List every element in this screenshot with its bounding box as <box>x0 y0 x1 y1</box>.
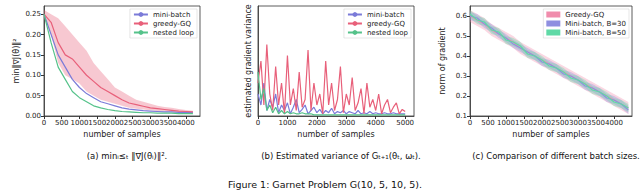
svg-text:mini-batch: mini-batch <box>153 11 190 19</box>
svg-text:2000: 2000 <box>106 119 124 127</box>
svg-text:0.6: 0.6 <box>456 12 468 20</box>
svg-text:Mini-batch, B=50: Mini-batch, B=50 <box>565 29 626 37</box>
svg-text:500: 500 <box>481 119 494 127</box>
svg-text:norm of gradient: norm of gradient <box>438 27 447 94</box>
svg-text:1500: 1500 <box>88 119 106 127</box>
svg-text:0.20: 0.20 <box>25 31 41 39</box>
svg-text:4000: 4000 <box>367 119 385 127</box>
svg-text:(c) Comparison of different ba: (c) Comparison of different batch sizes. <box>472 151 640 161</box>
svg-text:2500: 2500 <box>124 119 142 127</box>
svg-text:2500: 2500 <box>551 119 569 127</box>
svg-text:0: 0 <box>42 119 46 127</box>
svg-text:0: 0 <box>256 119 260 127</box>
svg-text:3000: 3000 <box>569 119 587 127</box>
svg-text:0.00: 0.00 <box>25 112 41 120</box>
svg-text:mini-batch: mini-batch <box>367 11 404 19</box>
svg-text:1500: 1500 <box>515 119 533 127</box>
svg-text:(a) minᵢ≤ₜ ‖∇J(θᵢ)‖².: (a) minᵢ≤ₜ ‖∇J(θᵢ)‖². <box>87 151 168 161</box>
svg-text:number of samples: number of samples <box>83 130 160 139</box>
svg-text:4000: 4000 <box>605 119 623 127</box>
svg-text:3500: 3500 <box>587 119 605 127</box>
svg-text:3000: 3000 <box>337 119 355 127</box>
svg-text:1000: 1000 <box>71 119 89 127</box>
svg-text:3500: 3500 <box>159 119 177 127</box>
svg-text:0.2: 0.2 <box>456 92 467 100</box>
svg-text:(b) Estimated variance of Gₜ₊₁: (b) Estimated variance of Gₜ₊₁(θₜ, ωₜ). <box>261 151 421 161</box>
svg-text:0: 0 <box>468 119 472 127</box>
svg-text:min‖∇J(θ)‖²: min‖∇J(θ)‖² <box>12 38 21 83</box>
svg-text:2000: 2000 <box>308 119 326 127</box>
svg-text:Figure 1: Garnet Problem G(10,: Figure 1: Garnet Problem G(10, 5, 10, 5)… <box>228 179 422 190</box>
svg-text:500: 500 <box>55 119 68 127</box>
svg-text:0.1: 0.1 <box>456 112 467 120</box>
svg-text:greedy-GQ: greedy-GQ <box>153 20 191 28</box>
svg-text:0.25: 0.25 <box>25 10 41 18</box>
svg-text:nested loop: nested loop <box>367 29 409 37</box>
svg-text:0.15: 0.15 <box>25 51 41 59</box>
svg-text:2000: 2000 <box>533 119 551 127</box>
svg-text:3000: 3000 <box>141 119 159 127</box>
svg-text:1000: 1000 <box>497 119 515 127</box>
svg-text:number of samples: number of samples <box>512 130 589 139</box>
svg-text:5000: 5000 <box>396 119 414 127</box>
svg-text:0.3: 0.3 <box>456 72 467 80</box>
svg-text:estimated gradient variance: estimated gradient variance <box>244 4 253 118</box>
svg-text:0.05: 0.05 <box>25 92 41 100</box>
svg-text:1000: 1000 <box>279 119 297 127</box>
svg-text:4000: 4000 <box>177 119 195 127</box>
svg-text:greedy-GQ: greedy-GQ <box>367 20 405 28</box>
svg-text:0.4: 0.4 <box>456 52 468 60</box>
svg-text:number of samples: number of samples <box>297 130 374 139</box>
svg-text:Greedy-GQ: Greedy-GQ <box>565 11 604 19</box>
svg-text:0.5: 0.5 <box>456 32 467 40</box>
svg-text:Mini-batch, B=30: Mini-batch, B=30 <box>565 20 626 28</box>
svg-text:nested loop: nested loop <box>153 29 195 37</box>
svg-text:0.10: 0.10 <box>25 71 41 79</box>
